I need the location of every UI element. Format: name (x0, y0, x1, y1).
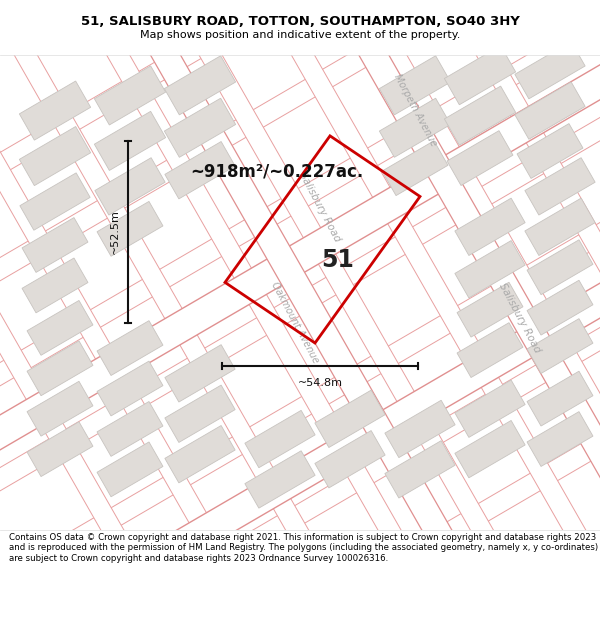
Polygon shape (97, 201, 163, 256)
Text: 51, SALISBURY ROAD, TOTTON, SOUTHAMPTON, SO40 3HY: 51, SALISBURY ROAD, TOTTON, SOUTHAMPTON,… (80, 16, 520, 28)
Polygon shape (95, 158, 165, 215)
Polygon shape (165, 344, 235, 402)
Text: ~52.5m: ~52.5m (110, 209, 120, 254)
Polygon shape (0, 0, 586, 625)
Text: 51: 51 (321, 248, 354, 272)
Polygon shape (84, 0, 600, 625)
Polygon shape (165, 141, 235, 199)
Polygon shape (315, 431, 385, 488)
Polygon shape (455, 380, 525, 438)
Polygon shape (19, 126, 91, 186)
Polygon shape (382, 141, 448, 196)
Polygon shape (94, 111, 166, 171)
Polygon shape (97, 361, 163, 416)
Polygon shape (525, 158, 595, 215)
Text: Salisbury Road: Salisbury Road (298, 170, 343, 243)
Text: ~54.8m: ~54.8m (298, 378, 343, 388)
Polygon shape (97, 401, 163, 456)
Polygon shape (27, 422, 93, 476)
Polygon shape (165, 426, 235, 483)
Polygon shape (527, 319, 593, 374)
Polygon shape (20, 173, 90, 230)
Polygon shape (22, 217, 88, 272)
Polygon shape (27, 301, 93, 355)
Polygon shape (455, 421, 525, 478)
Polygon shape (445, 46, 515, 105)
Polygon shape (0, 0, 600, 608)
Polygon shape (27, 341, 93, 396)
Polygon shape (164, 98, 236, 158)
Polygon shape (27, 381, 93, 436)
Polygon shape (447, 131, 513, 186)
Polygon shape (457, 322, 523, 378)
Polygon shape (385, 441, 455, 498)
Polygon shape (527, 412, 593, 466)
Polygon shape (97, 321, 163, 376)
Polygon shape (525, 198, 595, 256)
Polygon shape (19, 81, 91, 140)
Polygon shape (22, 258, 88, 313)
Polygon shape (379, 98, 451, 158)
Polygon shape (527, 280, 593, 335)
Polygon shape (164, 56, 236, 115)
Polygon shape (527, 371, 593, 426)
Polygon shape (517, 124, 583, 178)
Polygon shape (385, 400, 455, 458)
Text: Map shows position and indicative extent of the property.: Map shows position and indicative extent… (140, 29, 460, 39)
Text: Contains OS data © Crown copyright and database right 2021. This information is : Contains OS data © Crown copyright and d… (9, 533, 598, 562)
Polygon shape (515, 82, 585, 139)
Polygon shape (0, 74, 600, 625)
Polygon shape (94, 66, 166, 125)
Polygon shape (245, 451, 315, 508)
Polygon shape (0, 0, 600, 529)
Polygon shape (245, 411, 315, 468)
Polygon shape (455, 198, 525, 256)
Polygon shape (315, 390, 385, 448)
Polygon shape (379, 56, 451, 115)
Text: Salisbury Road: Salisbury Road (497, 281, 542, 354)
Polygon shape (165, 385, 235, 442)
Polygon shape (515, 41, 585, 99)
Polygon shape (97, 442, 163, 497)
Text: Morpeth Avenue: Morpeth Avenue (392, 72, 438, 148)
Polygon shape (457, 282, 523, 337)
Polygon shape (14, 0, 600, 625)
Polygon shape (445, 86, 515, 145)
Polygon shape (455, 241, 525, 298)
Polygon shape (527, 240, 593, 294)
Text: Oakmount Avenue: Oakmount Avenue (269, 281, 320, 365)
Polygon shape (0, 0, 516, 625)
Text: ~918m²/~0.227ac.: ~918m²/~0.227ac. (190, 162, 363, 180)
